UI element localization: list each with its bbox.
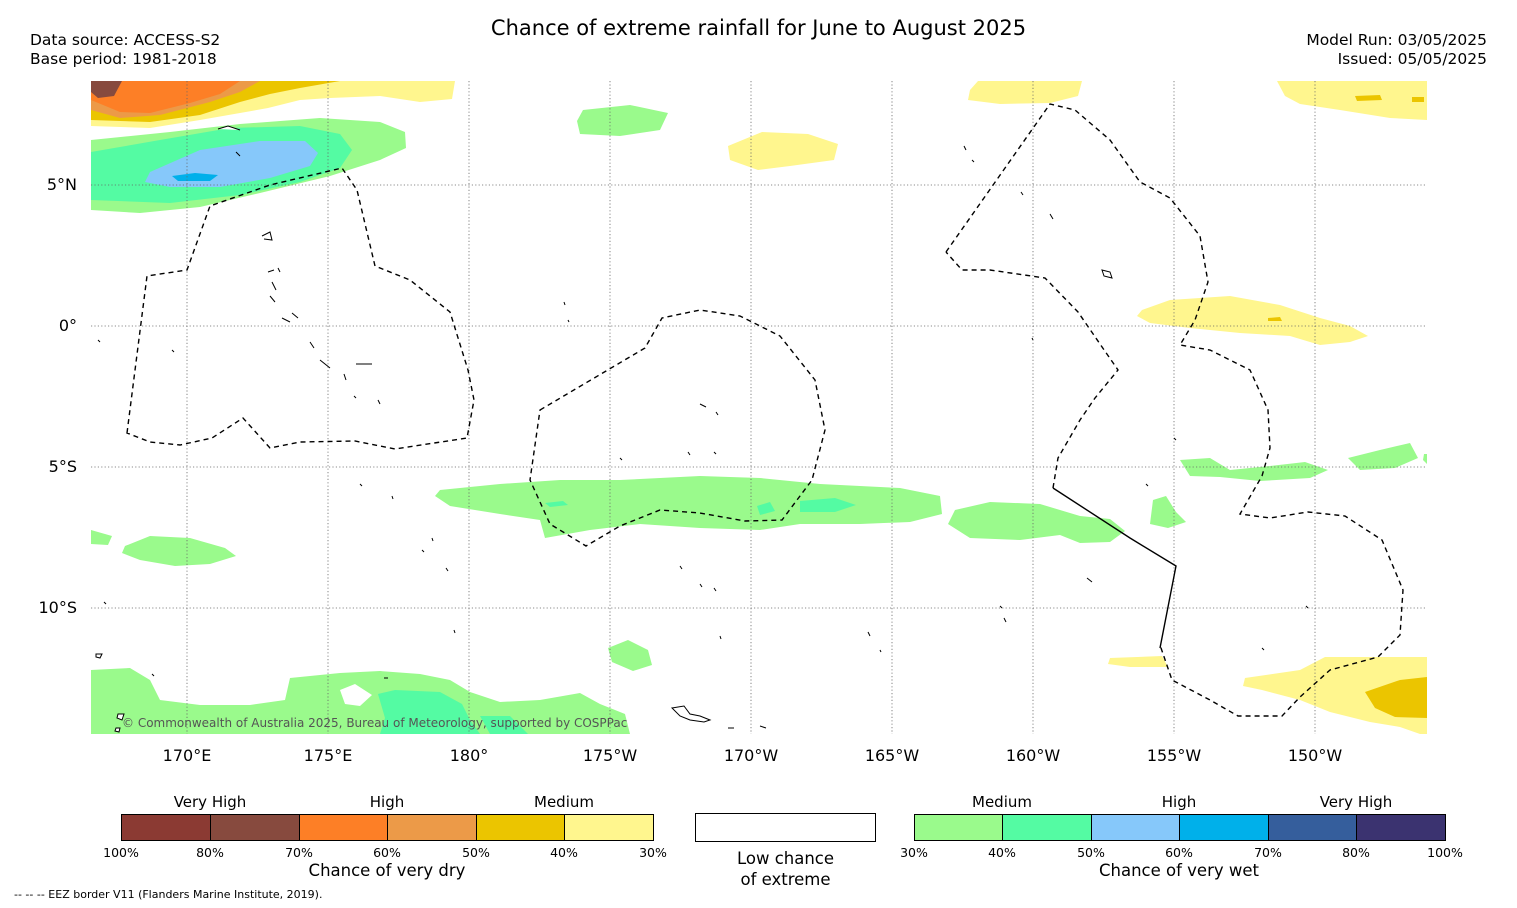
islands — [95, 125, 1309, 733]
wet-region-northwest — [91, 118, 406, 213]
dry-tick-40: 40% — [550, 845, 578, 860]
lon-label-175w: 175°W — [582, 746, 638, 765]
low-chance-swatch — [695, 813, 876, 842]
lat-label-0: 0° — [58, 316, 77, 335]
lon-label-165w: 165°W — [864, 746, 920, 765]
wet-swatch-60-70 — [1179, 814, 1269, 841]
lon-label-150w: 150°W — [1287, 746, 1343, 765]
graticule — [91, 81, 1427, 734]
wet-patch-south-central — [608, 640, 652, 671]
eez-border-solid — [1052, 487, 1177, 649]
dry-tick-100: 100% — [103, 845, 139, 860]
rainfall-map: © Commonwealth of Australia 2025, Bureau… — [91, 81, 1427, 734]
dry-tick-60: 60% — [373, 845, 401, 860]
lat-label-5n: 5°N — [46, 175, 77, 194]
eez-border-note: -- -- -- EEZ border V11 (Flanders Marine… — [14, 888, 323, 901]
low-caption-line1: Low chance — [736, 849, 835, 868]
model-run: Model Run: 03/05/2025 — [1306, 31, 1487, 49]
wet-heading-very-high: Very High — [1319, 793, 1393, 811]
wet-swatch-50-60 — [1091, 814, 1180, 841]
wet-tick-70: 70% — [1254, 845, 1282, 860]
wet-heading-medium: Medium — [972, 793, 1032, 811]
dry-region-northeast — [1277, 81, 1427, 120]
lon-label-170e: 170°E — [162, 746, 212, 765]
wet-tick-60: 60% — [1165, 845, 1193, 860]
dry-tick-50: 50% — [462, 845, 490, 860]
wet-swatch-40-50 — [1002, 814, 1092, 841]
dry-tick-80: 80% — [196, 845, 224, 860]
wet-swatch-80-100 — [1356, 814, 1446, 841]
wet-swatch-30-40 — [914, 814, 1003, 841]
dry-swatch-70-60 — [299, 814, 388, 841]
lon-label-170w: 170°W — [723, 746, 779, 765]
dry-region-northwest — [91, 81, 455, 128]
low-caption-line2: of extreme — [740, 870, 831, 889]
dry-patch-north-central — [728, 132, 838, 170]
dry-swatch-40-30 — [564, 814, 654, 841]
map-title: Chance of extreme rainfall for June to A… — [490, 16, 1027, 40]
dry-tick-70: 70% — [285, 845, 313, 860]
low-chance-caption: Low chance of extreme — [695, 848, 876, 890]
dry-heading-very-high: Very High — [173, 793, 247, 811]
lat-label-5s: 5°S — [48, 457, 77, 476]
lon-label-155w: 155°W — [1146, 746, 1202, 765]
data-info: Data source: ACCESS-S2 Base period: 1981… — [30, 31, 220, 69]
wet-region-southwest — [91, 668, 630, 734]
wet-tick-40: 40% — [988, 845, 1016, 860]
dry-swatch-50-40 — [476, 814, 565, 841]
dry-heading-high: High — [369, 793, 405, 811]
wet-tick-80: 80% — [1342, 845, 1370, 860]
base-period: Base period: 1981-2018 — [30, 50, 217, 68]
dry-swatch-100-80 — [121, 814, 211, 841]
lat-label-10s: 10°S — [38, 598, 77, 617]
wet-tick-50: 50% — [1077, 845, 1105, 860]
eez-borders — [126, 103, 1404, 717]
dry-region-southeast — [1108, 656, 1427, 734]
wet-tick-30: 30% — [900, 845, 928, 860]
run-info: Model Run: 03/05/2025 Issued: 05/05/2025 — [1306, 31, 1487, 69]
issued-date: Issued: 05/05/2025 — [1337, 50, 1487, 68]
dry-heading-medium: Medium — [534, 793, 594, 811]
wet-patch-southwest — [91, 530, 236, 566]
map-panel: © Commonwealth of Australia 2025, Bureau… — [91, 81, 1427, 734]
wet-band-south — [435, 443, 1427, 543]
dry-patch-north — [968, 81, 1082, 104]
dry-caption: Chance of very dry — [308, 861, 466, 880]
data-source: Data source: ACCESS-S2 — [30, 31, 221, 49]
wet-tick-100: 100% — [1427, 845, 1463, 860]
dry-swatch-80-70 — [210, 814, 300, 841]
wet-caption: Chance of very wet — [1099, 861, 1259, 880]
lon-label-180: 180° — [449, 746, 489, 765]
dry-tick-30: 30% — [639, 845, 667, 860]
wet-swatch-70-80 — [1268, 814, 1357, 841]
lon-label-160w: 160°W — [1005, 746, 1061, 765]
wet-heading-high: High — [1161, 793, 1197, 811]
copyright-text: © Commonwealth of Australia 2025, Bureau… — [122, 716, 627, 730]
dry-swatch-60-50 — [387, 814, 477, 841]
dry-band-equatorial-east — [1137, 296, 1368, 345]
lon-label-175e: 175°E — [303, 746, 353, 765]
wet-patch-north-central — [577, 105, 668, 136]
